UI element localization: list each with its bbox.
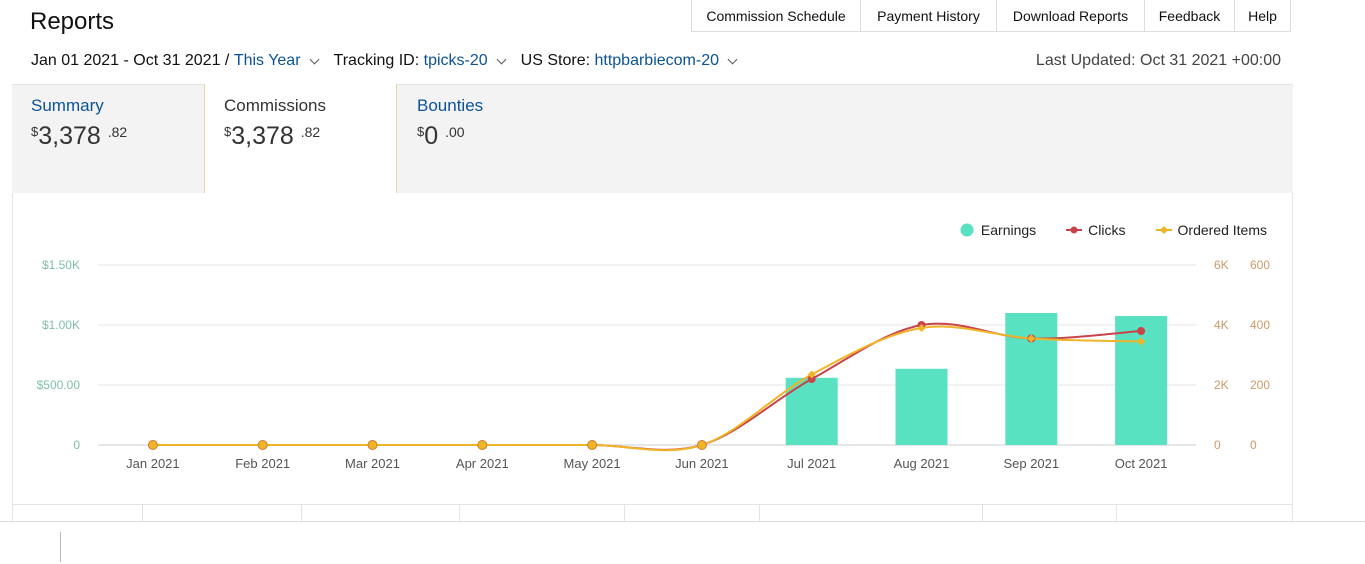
card-label: Commissions <box>224 96 327 115</box>
report-tabs: Commission Schedule Payment History Down… <box>691 0 1291 33</box>
store-label: US Store: <box>520 52 591 69</box>
commissions-card[interactable]: Commissions $3,378 .82 <box>224 96 326 151</box>
date-range: Jan 01 2021 - Oct 31 2021 / <box>31 52 230 69</box>
card-label: Bounties <box>417 96 484 115</box>
tab-commission-schedule[interactable]: Commission Schedule <box>691 0 861 32</box>
bounties-card[interactable]: Bounties $0 .00 <box>417 96 483 151</box>
summary-card[interactable]: Summary $3,378 .82 <box>31 96 127 151</box>
tab-download-reports[interactable]: Download Reports <box>997 0 1145 32</box>
card-amount: $0 .00 <box>417 122 465 150</box>
tab-feedback[interactable]: Feedback <box>1145 0 1235 32</box>
last-updated: Last Updated: Oct 31 2021 +00:00 <box>1035 52 1281 69</box>
ordered-items-line-icon <box>1155 226 1172 234</box>
legend-earnings[interactable]: Earnings <box>959 222 1036 238</box>
bottom-toolbar <box>0 521 1365 564</box>
chart-panel <box>12 193 1293 505</box>
page-title: Reports <box>30 8 115 35</box>
legend-ordered-items[interactable]: Ordered Items <box>1155 222 1267 238</box>
chevron-down-icon[interactable] <box>496 54 507 64</box>
chevron-down-icon[interactable] <box>309 54 319 64</box>
table-header-partial <box>12 504 1293 522</box>
store-dropdown[interactable]: httpbarbiecom-20 <box>594 52 719 69</box>
card-label: Summary <box>31 96 104 115</box>
tracking-label: Tracking ID: <box>333 52 420 69</box>
chart-legend: Earnings Clicks Ordered Items <box>929 222 1267 238</box>
chevron-down-icon[interactable] <box>727 54 738 64</box>
active-card-indicator <box>204 84 397 209</box>
tab-help[interactable]: Help <box>1235 0 1291 32</box>
legend-clicks[interactable]: Clicks <box>1066 222 1126 238</box>
period-dropdown[interactable]: This Year <box>233 52 301 69</box>
tab-payment-history[interactable]: Payment History <box>861 0 997 32</box>
clicks-line-icon <box>1066 226 1083 234</box>
divider <box>60 532 61 562</box>
card-amount: $3,378 .82 <box>224 122 321 150</box>
card-amount: $3,378 .82 <box>31 122 128 150</box>
report-filters: Jan 01 2021 - Oct 31 2021 / This Year Tr… <box>31 52 752 70</box>
tracking-id-dropdown[interactable]: tpicks-20 <box>423 52 488 69</box>
earnings-dot-icon <box>960 223 974 237</box>
